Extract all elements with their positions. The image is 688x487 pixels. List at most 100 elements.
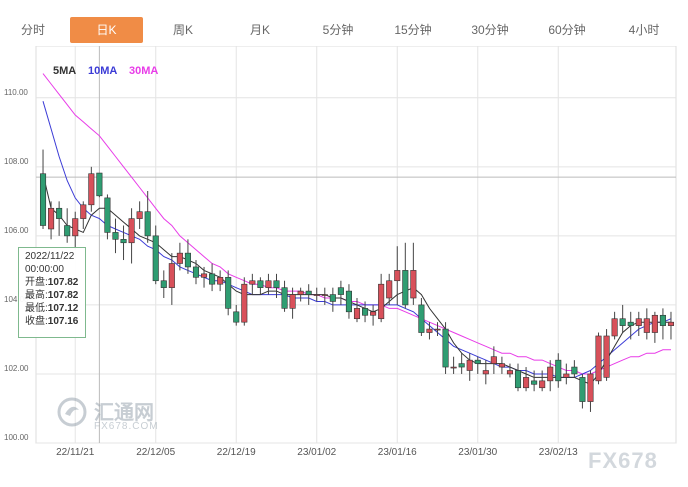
tab-4hour[interactable]: 4小时: [628, 23, 660, 37]
bullish-candle: [72, 218, 79, 237]
bearish-candle: [257, 280, 264, 288]
bearish-candle: [144, 211, 151, 237]
tab-daily-k[interactable]: 日K: [70, 17, 143, 43]
y-tick-label: 108.00: [4, 157, 29, 166]
x-tick-label: 22/12/19: [217, 447, 256, 458]
bullish-candle: [587, 373, 594, 402]
bullish-candle: [482, 370, 489, 375]
bearish-candle: [64, 225, 71, 237]
bullish-candle: [426, 328, 433, 333]
tooltip-low-value: 107.12: [47, 303, 79, 314]
moving-average-lines: [42, 73, 672, 385]
bearish-candle: [619, 318, 626, 326]
bullish-candle: [410, 270, 417, 299]
bullish-candle: [313, 294, 320, 296]
y-axis: 100.00 102.00 104.00 106.00 108.00 110.00: [4, 88, 29, 442]
bullish-candle: [297, 290, 304, 295]
bearish-candle: [531, 380, 538, 385]
bullish-candle: [434, 328, 441, 331]
bullish-candle: [611, 318, 618, 337]
bullish-candle: [539, 380, 546, 389]
tab-monthly-k[interactable]: 月K: [249, 23, 270, 37]
bullish-candle: [289, 294, 296, 309]
bullish-candle: [378, 283, 385, 320]
bullish-candle: [321, 294, 328, 296]
bearish-candle: [514, 370, 522, 389]
tooltip-high: 最高:107.82: [25, 289, 85, 302]
tab-5min[interactable]: 5分钟: [322, 23, 354, 37]
bearish-candle: [209, 273, 216, 285]
bearish-candle: [225, 276, 232, 309]
brand-watermark: FX678: [588, 448, 658, 473]
bearish-candle: [184, 252, 191, 268]
bearish-candle: [458, 363, 465, 368]
tab-weekly-k[interactable]: 周K: [172, 23, 193, 37]
bullish-candle: [523, 377, 530, 389]
x-tick-label: 22/11/21: [56, 447, 95, 458]
watermark-en-text: FX678.COM: [94, 421, 159, 432]
candlestick-chart[interactable]: 100.00 102.00 104.00 106.00 108.00 110.00 22/…: [0, 46, 688, 487]
bullish-candle: [667, 321, 675, 326]
legend-30ma: 30MA: [129, 65, 158, 77]
bearish-candle: [305, 290, 312, 295]
bearish-candle: [56, 207, 63, 219]
bullish-candle: [643, 318, 650, 333]
bullish-candle: [168, 263, 175, 288]
bullish-candle: [128, 218, 135, 244]
tab-60min[interactable]: 60分钟: [548, 23, 586, 37]
chart-legend: 5MA 10MA 30MA: [53, 65, 158, 77]
bearish-candle: [659, 314, 666, 326]
tooltip-time: 00:00:00: [25, 264, 64, 275]
x-axis: 22/11/21 22/12/05 22/12/19 23/01/02 23/01/16…: [56, 447, 578, 458]
x-tick-label: 22/12/05: [136, 447, 175, 458]
bullish-candle: [603, 335, 610, 378]
legend-10ma: 10MA: [88, 65, 117, 77]
bearish-candle: [362, 308, 369, 316]
bearish-candle: [345, 290, 352, 313]
tab-intraday[interactable]: 分时: [20, 23, 45, 37]
bullish-candle: [176, 252, 183, 264]
bearish-candle: [273, 280, 280, 288]
tab-30min[interactable]: 30分钟: [471, 23, 509, 37]
bearish-candle: [39, 173, 47, 226]
x-tick-label: 23/01/16: [378, 447, 417, 458]
bullish-candle: [217, 276, 224, 285]
tooltip-open-value: 107.82: [47, 277, 79, 288]
y-tick-label: 100.00: [4, 433, 29, 442]
y-tick-label: 104.00: [4, 295, 29, 304]
bullish-candle: [506, 370, 513, 375]
bullish-candle: [386, 280, 393, 299]
swirl-logo-icon: [57, 397, 87, 427]
x-tick-label: 23/02/13: [539, 447, 578, 458]
bearish-candle: [152, 235, 159, 282]
tooltip-open-label: 开盘:: [25, 277, 48, 288]
ma30-line: [42, 73, 671, 375]
bearish-candle: [474, 359, 481, 364]
candles: [39, 149, 675, 412]
tooltip-close: 收盘:107.16: [25, 315, 85, 328]
bullish-candle: [265, 280, 272, 288]
bearish-candle: [571, 366, 578, 375]
ohlc-tooltip: 2022/11/22 00:00:00 开盘:107.82 最高:107.82 …: [18, 247, 86, 338]
bullish-candle: [48, 207, 55, 230]
bullish-candle: [88, 173, 95, 206]
bullish-candle: [563, 373, 570, 378]
tooltip-low-label: 最低:: [25, 303, 48, 314]
bearish-candle: [120, 239, 127, 244]
bearish-candle: [627, 321, 634, 326]
bullish-candle: [498, 363, 505, 368]
bullish-candle: [136, 211, 143, 219]
tooltip-high-label: 最高:: [25, 290, 48, 301]
bearish-candle: [402, 270, 409, 306]
tooltip-high-value: 107.82: [47, 290, 79, 301]
bullish-candle: [595, 335, 602, 382]
x-tick-label: 23/01/30: [458, 447, 497, 458]
y-tick-label: 110.00: [4, 88, 28, 97]
bullish-candle: [450, 366, 457, 369]
tooltip-open: 开盘:107.82: [25, 276, 85, 289]
bullish-candle: [249, 280, 256, 285]
bearish-candle: [329, 294, 336, 302]
ma5-line: [42, 173, 671, 385]
tab-15min[interactable]: 15分钟: [394, 23, 432, 37]
bearish-candle: [160, 280, 167, 288]
